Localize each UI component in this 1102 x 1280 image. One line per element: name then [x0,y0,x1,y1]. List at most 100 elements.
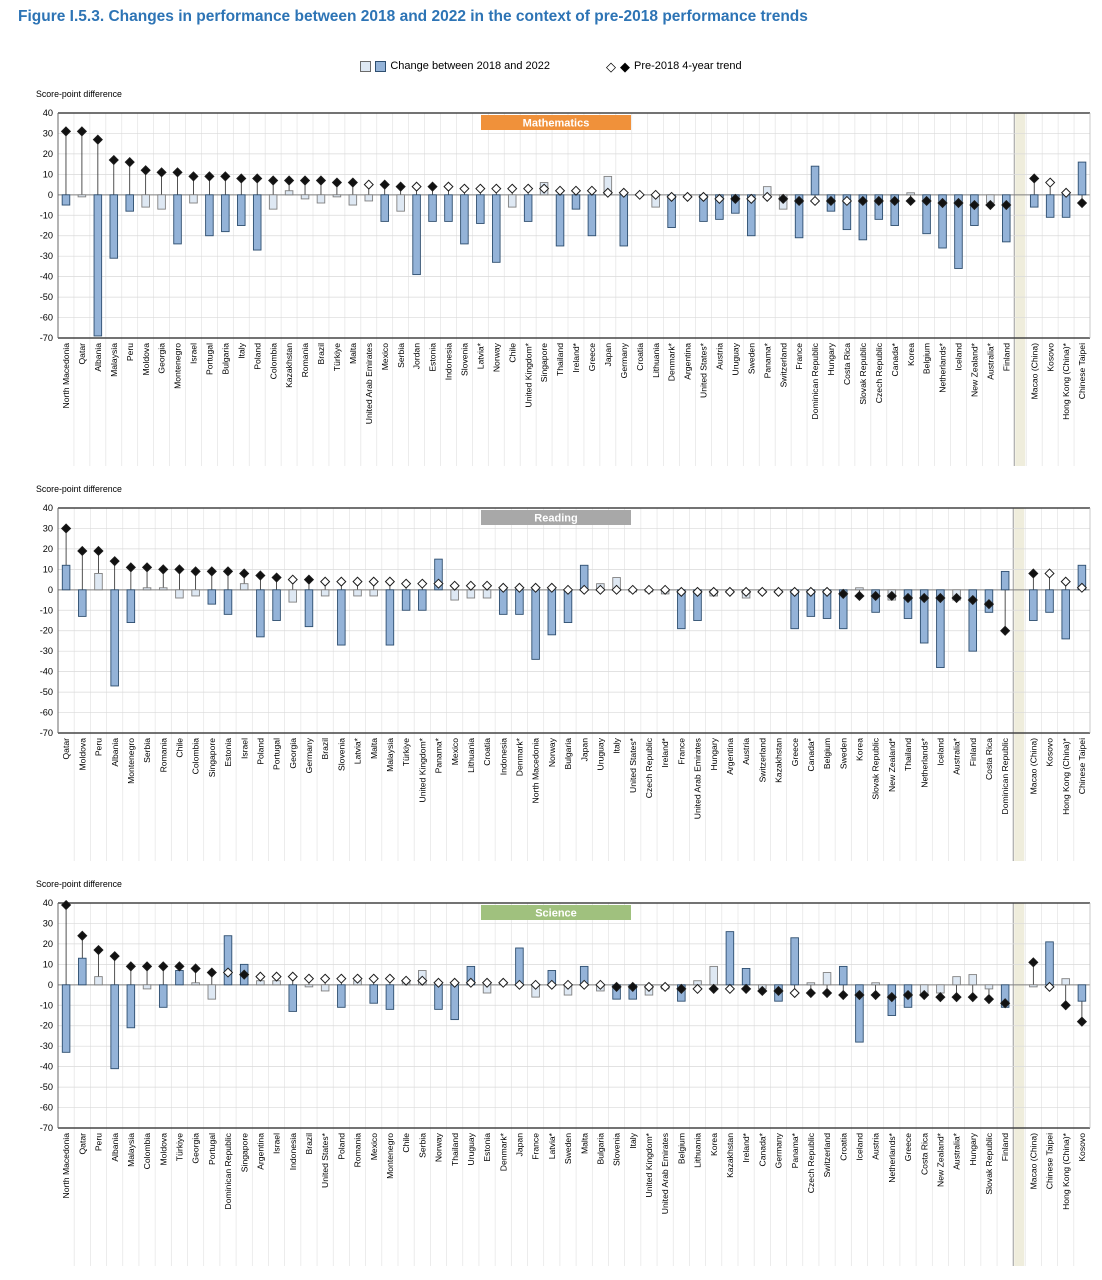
open-trend-diamond-icon [459,183,470,194]
reading-column-montenegro: Montenegro [125,562,136,784]
open-trend-diamond-icon [481,977,493,988]
open-trend-diamond-icon [514,979,525,990]
filled-trend-diamond-icon [857,195,868,207]
country-label: Serbia [142,738,152,763]
country-label: Slovak Republic [871,737,881,799]
reading-column-serbia: Serbia [141,562,153,763]
mathematics-column-romania: Romania [299,175,311,377]
country-label: Latvia* [547,1132,557,1159]
subject-banner-label: Science [535,908,577,920]
science-column-malaysia: Malaysia [125,961,136,1167]
change-bar [110,984,119,1070]
mathematics-column-hungary: Hungary [825,194,837,375]
reading-column-t-rkiye: Türkiye [400,578,412,766]
filled-trend-diamond-icon [937,197,948,209]
reading-column-france: France [676,586,687,765]
change-bar [284,190,294,196]
filled-trend-diamond-icon [77,545,88,557]
country-label: Poland [255,738,265,765]
y-tick-label: -20 [40,626,53,636]
open-trend-diamond-icon [740,586,752,597]
filled-trend-diamond-icon [921,195,932,207]
y-tick-label: -50 [40,1082,53,1092]
reading-column-georgia: Georgia [287,574,298,769]
mathematics-column-canada-: Canada* [889,194,900,376]
country-label: Croatia [482,738,492,766]
change-bar [385,589,395,646]
country-label: France [676,738,686,765]
reading-column-colombia: Colombia [190,566,201,774]
country-label: Singapore [207,738,217,777]
country-label: Türkiye [175,1133,185,1161]
open-trend-diamond-icon [682,191,693,202]
country-label: Indonesia [444,343,454,380]
filled-trend-diamond-icon [886,991,897,1003]
country-label: Korea [906,343,916,366]
country-label: Latvia* [475,342,485,369]
mathematics-column-argentina: Argentina [682,191,693,380]
open-trend-diamond-icon [546,582,557,593]
filled-trend-diamond-icon [188,171,199,182]
country-label: Estonia [223,738,233,767]
change-bar [476,194,485,224]
science-column-bulgaria: Bulgaria [595,979,606,1165]
change-bar [110,589,119,687]
change-bar [207,589,217,605]
reading-column-uruguay: Uruguay [595,583,606,770]
country-label: Hong Kong (China)* [1061,737,1071,815]
country-label: Finland [1000,1133,1010,1161]
science-column-united-kingdom-: United Kingdom* [643,981,655,1198]
y-tick-label: 30 [43,128,53,138]
mathematics-column-uruguay: Uruguay [730,193,741,375]
country-label: Iceland [935,738,945,766]
open-trend-diamond-icon [417,975,428,986]
mathematics-column-latvia-: Latvia* [475,183,486,369]
y-tick-label: 20 [43,939,53,949]
change-bar [1029,589,1038,621]
change-bar [806,982,816,986]
y-tick-label: -10 [40,210,53,220]
y-tick-label: 20 [43,544,53,554]
reading-column-dominican-republic: Dominican Republic [1000,570,1011,814]
filled-trend-diamond-icon [206,566,217,577]
science-column-indonesia: Indonesia [287,971,298,1170]
filled-trend-diamond-icon [60,899,72,911]
open-trend-diamond-icon [789,586,800,597]
science-column-serbia: Serbia [417,970,428,1158]
country-label: Qatar [77,343,87,365]
mathematics-column-montenegro: Montenegro [172,167,183,389]
mathematics-column-france: France [793,194,805,370]
country-label: Brazil [320,738,330,760]
country-label: Greece [790,738,800,766]
country-label: Norway [434,1132,444,1162]
mathematics-column-united-kingdom-: United Kingdom* [523,183,534,408]
change-bar [125,194,134,212]
filled-trend-diamond-icon [158,961,169,972]
open-trend-diamond-icon [1044,981,1055,992]
filled-trend-diamond-icon [1076,1016,1088,1027]
filled-trend-diamond-icon [805,987,816,999]
change-bar [725,931,735,986]
filled-trend-diamond-icon [172,167,183,178]
country-label: Croatia [838,1133,848,1161]
reading-column-united-kingdom-: United Kingdom* [417,578,428,803]
change-bar [77,194,87,198]
open-trend-diamond-icon [491,183,502,194]
change-bar [332,194,342,198]
change-bar [922,194,931,235]
mathematics-column-north-macedonia: North Macedonia [60,126,72,408]
open-trend-diamond-icon [841,195,853,207]
open-trend-diamond-icon [336,576,347,587]
change-bar [1045,589,1054,613]
change-bar [126,984,136,1029]
reading-column-malaysia: Malaysia [384,576,396,772]
country-label: Mexico [369,1133,379,1160]
change-bar [482,589,492,599]
country-label: Panama* [434,737,444,773]
open-trend-diamond-icon [757,586,768,597]
y-axis-title-science: Score-point difference [36,879,122,889]
country-label: Türkiye [332,343,342,371]
open-trend-diamond-icon [643,584,655,595]
y-tick-label: -30 [40,1041,53,1051]
country-label: Georgia [157,343,167,374]
